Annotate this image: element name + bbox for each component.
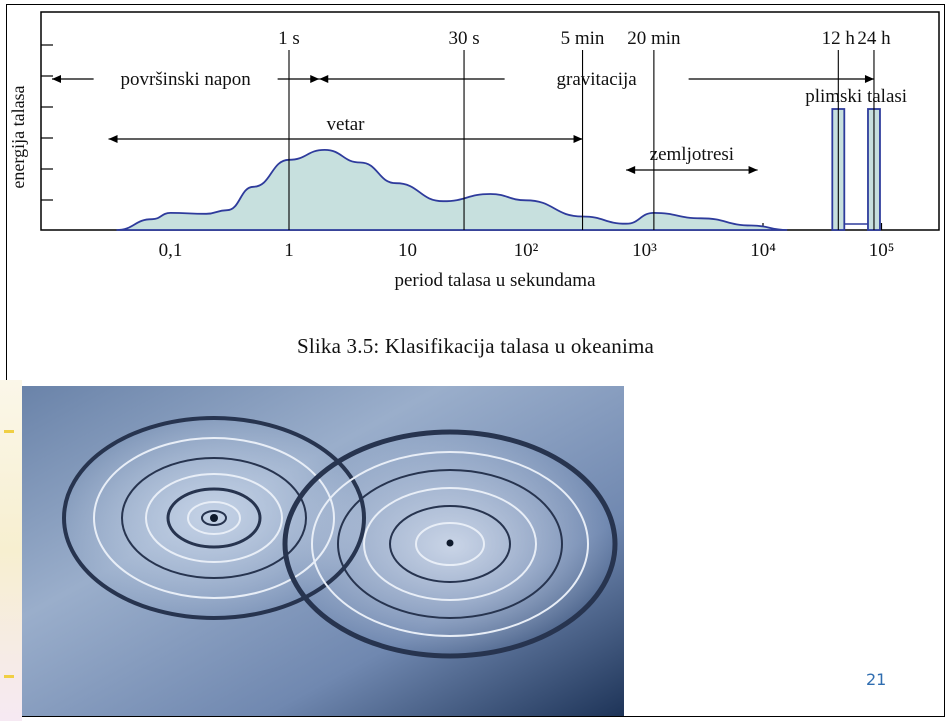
time-marker-label: 12 h — [822, 28, 856, 49]
arrow-head — [626, 166, 636, 174]
region-label: gravitacija — [557, 69, 638, 90]
chart-area-layer — [116, 108, 881, 231]
arrow-head — [864, 75, 874, 83]
x-tick-label: 1 — [284, 240, 294, 261]
arrow-head — [108, 135, 118, 143]
wave-energy-chart: 1 s 30 s 5 min 20 min 12 h 24 h površinski na… — [8, 11, 940, 291]
x-tick-label: 10⁴ — [750, 240, 776, 261]
page-number: 21 — [866, 670, 887, 689]
x-tick-label: 10⁵ — [869, 240, 895, 261]
arrow-head — [310, 75, 320, 83]
region-label: zemljotresi — [650, 144, 734, 165]
x-axis-label: period talasa u sekundama — [394, 270, 596, 291]
chart-region-arrows: površinski napon gravitacija vetar zemljotr… — [52, 69, 907, 174]
x-tick-label: 10² — [514, 240, 539, 261]
decorative-mark — [4, 430, 14, 433]
time-marker-label: 1 s — [278, 28, 300, 49]
region-label: površinski napon — [120, 69, 251, 90]
time-marker-label: 20 min — [627, 28, 681, 49]
arrow-head — [573, 135, 583, 143]
water-ripples-photo — [22, 386, 624, 716]
x-tick-label: 10 — [398, 240, 417, 261]
region-label: plimski talasi — [805, 86, 907, 107]
time-marker-label: 5 min — [561, 28, 605, 49]
y-axis-label: energija talasa — [8, 85, 28, 188]
x-tick-label: 0,1 — [159, 240, 183, 261]
arrow-head — [748, 166, 758, 174]
figure-caption: Slika 3.5: Klasifikacija talasa u okeani… — [296, 334, 655, 358]
time-marker-label: 24 h — [857, 28, 891, 49]
chart-tick-labels: 0,1 1 10 10² 10³ 10⁴ 10⁵ — [159, 240, 895, 261]
chart-time-markers: 1 s 30 s 5 min 20 min 12 h 24 h — [278, 28, 891, 230]
arrow-head — [52, 75, 61, 83]
time-marker-label: 30 s — [448, 28, 479, 49]
decorative-side-stripe — [0, 380, 22, 721]
arrow-head — [319, 75, 329, 83]
x-tick-label: 10³ — [632, 240, 657, 261]
region-label: vetar — [327, 114, 366, 135]
decorative-mark — [4, 675, 14, 678]
